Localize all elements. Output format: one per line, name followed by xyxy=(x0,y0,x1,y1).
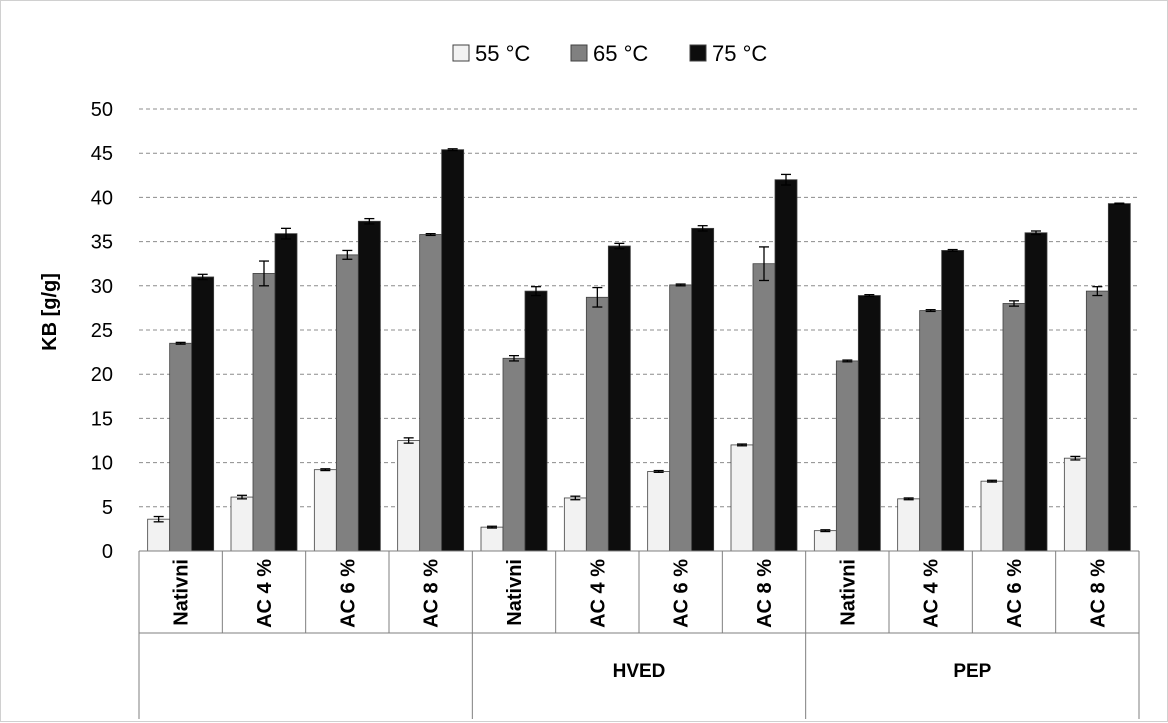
bar xyxy=(191,276,215,552)
bar xyxy=(1002,303,1026,552)
bar xyxy=(647,471,671,552)
bar xyxy=(691,227,715,552)
bar xyxy=(857,295,881,552)
bar xyxy=(480,526,504,552)
bar xyxy=(941,250,965,552)
x-axis: Nativni AC 4 % AC 6 % AC 8 % Nativni AC 4 % AC… xyxy=(138,550,1140,719)
x-group-label: PEP xyxy=(953,661,991,682)
bars xyxy=(147,149,1131,552)
bar xyxy=(397,440,421,552)
x-category-label: AC 6 % xyxy=(337,559,359,628)
bar xyxy=(502,357,526,552)
x-category-label: AC 4 % xyxy=(921,559,943,628)
y-tick-label: 50 xyxy=(91,99,113,121)
bar xyxy=(607,245,631,552)
bar xyxy=(813,530,837,552)
y-axis-label: KB [g/g] xyxy=(39,273,61,351)
y-axis-ticks: 0 5 10 15 20 25 30 35 40 45 50 xyxy=(91,99,113,563)
bar xyxy=(774,179,798,552)
bar xyxy=(441,149,465,552)
bar xyxy=(752,263,776,552)
legend-swatch xyxy=(452,44,470,62)
bar xyxy=(669,284,693,552)
legend-swatch xyxy=(689,44,707,62)
bar xyxy=(357,220,381,552)
bar xyxy=(147,518,171,552)
x-category-label: AC 4 % xyxy=(254,559,276,628)
bar xyxy=(252,273,276,552)
bar xyxy=(230,496,254,552)
bar xyxy=(313,469,337,552)
legend-swatch xyxy=(570,44,588,62)
legend-label: 55 °C xyxy=(475,41,530,66)
bar xyxy=(919,310,943,552)
bar xyxy=(169,342,193,552)
y-tick-label: 5 xyxy=(102,497,113,519)
x-category-label: AC 6 % xyxy=(1004,559,1026,628)
x-category-label: AC 8 % xyxy=(1087,559,1109,628)
x-category-label: Nativni xyxy=(504,559,526,626)
legend: 55 °C 65 °C 75 °C xyxy=(452,41,767,66)
y-tick-label: 25 xyxy=(91,320,113,342)
bar xyxy=(419,234,443,552)
legend-label: 75 °C xyxy=(712,41,767,66)
error-bars xyxy=(153,148,1125,533)
bar xyxy=(1107,203,1131,552)
bar xyxy=(980,480,1004,552)
x-category-label: AC 8 % xyxy=(421,559,443,628)
bar xyxy=(274,233,298,552)
bar xyxy=(730,444,754,552)
y-tick-label: 10 xyxy=(91,453,113,475)
x-category-label: Nativni xyxy=(171,559,193,626)
bar xyxy=(563,497,587,552)
y-tick-label: 20 xyxy=(91,364,113,386)
y-tick-label: 35 xyxy=(91,232,113,254)
bar xyxy=(524,290,548,552)
x-category-label: Nativni xyxy=(837,559,859,626)
x-category-label: AC 4 % xyxy=(587,559,609,628)
x-group-label: HVED xyxy=(613,661,666,682)
bar xyxy=(335,254,359,552)
bar xyxy=(1024,232,1048,552)
bar xyxy=(1085,290,1109,552)
bar xyxy=(585,296,609,552)
bar xyxy=(897,498,921,552)
y-tick-label: 40 xyxy=(91,187,113,209)
bar xyxy=(835,360,859,552)
y-tick-label: 45 xyxy=(91,143,113,165)
legend-label: 65 °C xyxy=(593,41,648,66)
x-category-label: AC 8 % xyxy=(754,559,776,628)
x-category-label: AC 6 % xyxy=(671,559,693,628)
gridlines xyxy=(139,108,1139,508)
y-tick-label: 0 xyxy=(102,541,113,563)
bar xyxy=(1063,457,1087,552)
y-tick-label: 15 xyxy=(91,408,113,430)
y-tick-label: 30 xyxy=(91,276,113,298)
